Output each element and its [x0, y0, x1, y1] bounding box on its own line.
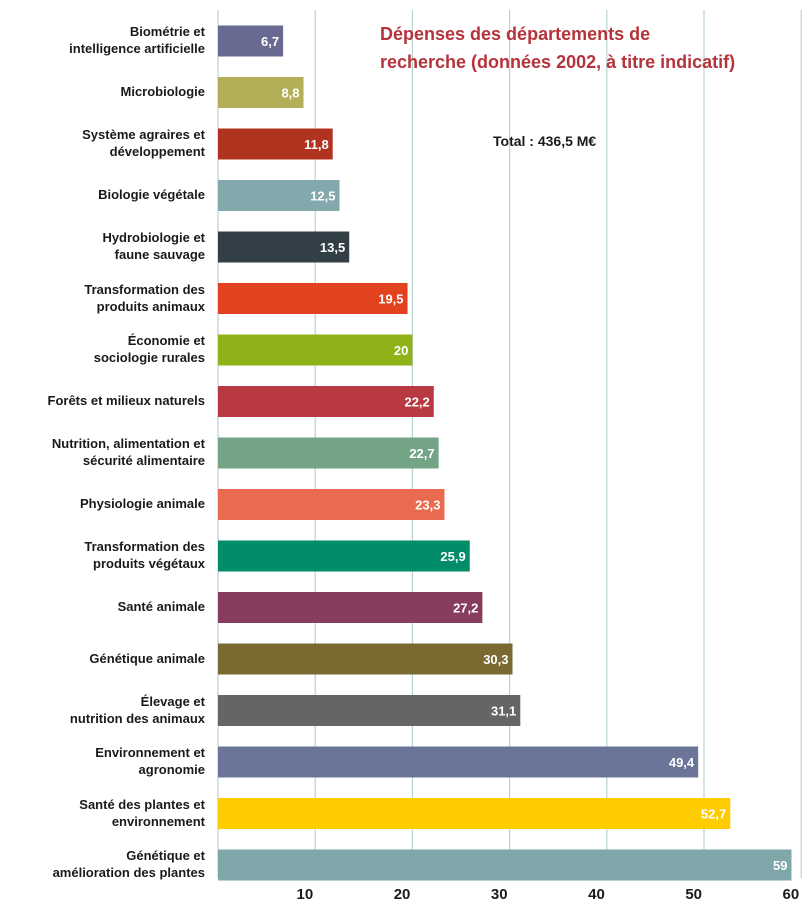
category-label: Génétique et amélioration des plantes [52, 848, 205, 880]
chart-title: Dépenses des départements de recherche (… [380, 24, 736, 72]
bar [218, 798, 731, 829]
category-label: Génétique animale [89, 650, 205, 666]
bar [218, 849, 792, 881]
bar-value-label: 27,2 [453, 601, 478, 616]
bar [218, 231, 350, 263]
category-label: Économie et sociologie rurales [93, 333, 205, 365]
bar-value-label: 22,2 [404, 395, 429, 410]
bar-value-label: 12,5 [310, 189, 335, 204]
bar [218, 437, 439, 469]
category-label: Santé animale [117, 599, 205, 614]
category-label: Système agraires et développement [82, 127, 205, 159]
category-label: Forêts et milieux naturels [47, 393, 206, 408]
bar-value-label: 22,7 [409, 446, 434, 461]
bar-value-label: 23,3 [415, 498, 440, 513]
category-label: Hydrobiologie et faune sauvage [102, 230, 205, 262]
bar [218, 489, 445, 520]
category-label: Biométrie et intelligence artificielle [69, 24, 205, 56]
bar [218, 643, 513, 675]
category-label: Physiologie animale [80, 496, 205, 511]
bar [218, 334, 413, 366]
total-annotation: Total : 436,5 M€ [493, 133, 597, 149]
bar [218, 77, 304, 108]
bar-value-label: 59 [773, 858, 787, 873]
x-tick-label: 40 [588, 886, 605, 903]
bar-value-label: 20 [394, 343, 408, 358]
bar [218, 540, 470, 572]
category-label: Nutrition, alimentation et sécurité alim… [51, 436, 205, 468]
category-label: Transformation des produits végétaux [84, 539, 205, 571]
x-tick-label: 60 [783, 886, 800, 903]
bar-value-label: 49,4 [669, 755, 695, 770]
bar [218, 386, 434, 417]
bar [218, 592, 483, 623]
category-label: Environnement et agronomie [95, 745, 205, 777]
category-label: Élevage et nutrition des animaux [69, 693, 205, 726]
bar-value-label: 52,7 [701, 807, 726, 822]
category-label: Transformation des produits animaux [84, 281, 205, 314]
bar-value-label: 31,1 [491, 704, 516, 719]
bar-value-label: 11,8 [304, 137, 329, 152]
bar [218, 283, 408, 314]
x-tick-label: 30 [491, 886, 508, 903]
bar [218, 695, 521, 726]
bar [218, 180, 340, 211]
bar [218, 746, 699, 778]
category-label: Microbiologie [120, 84, 206, 99]
bar-value-label: 8,8 [281, 86, 299, 101]
bar [218, 25, 284, 57]
x-tick-label: 10 [297, 886, 314, 903]
bar-value-label: 19,5 [378, 292, 403, 307]
bar-value-label: 6,7 [261, 34, 279, 49]
bar [218, 128, 333, 160]
bar-value-label: 13,5 [320, 240, 345, 255]
x-tick-label: 50 [685, 886, 702, 903]
x-tick-label: 20 [394, 886, 411, 903]
category-label: Biologie végétale [98, 187, 205, 202]
bar-value-label: 25,9 [440, 549, 465, 564]
bar-value-label: 30,3 [483, 652, 508, 667]
category-label: Santé des plantes et environnement [79, 796, 205, 829]
